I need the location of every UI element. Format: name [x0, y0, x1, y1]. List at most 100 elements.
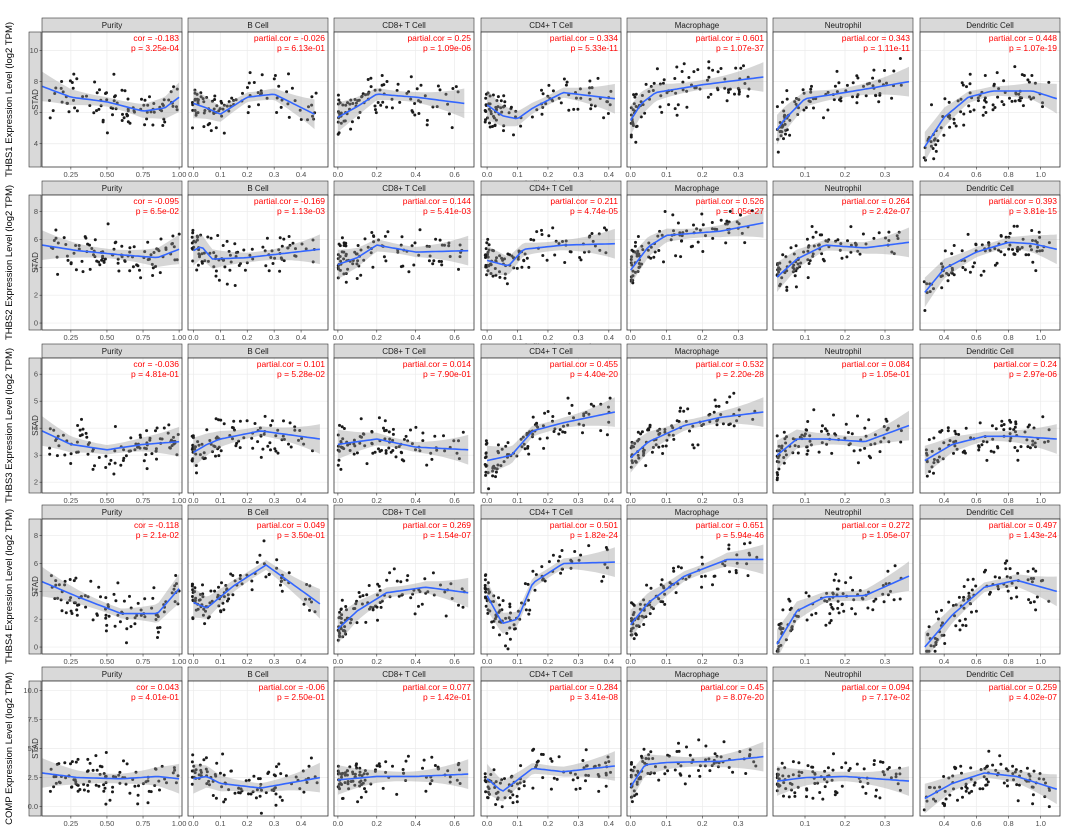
- scatter-point: [496, 105, 500, 109]
- scatter-point: [395, 89, 399, 92]
- scatter-point: [263, 249, 267, 253]
- row-ylabel-thbs1: THBS1 Expression Level (log2 TPM): [4, 22, 15, 177]
- scatter-point: [248, 71, 252, 75]
- scatter-point: [946, 429, 950, 433]
- scatter-point: [776, 150, 780, 154]
- scatter-point: [149, 110, 153, 114]
- scatter-point: [340, 598, 344, 602]
- scatter-point: [832, 578, 836, 582]
- x-tick-label: 0.2: [543, 496, 553, 505]
- scatter-point: [837, 579, 841, 583]
- p-value-label: p = 1.43e-24: [1009, 530, 1057, 540]
- scatter-point: [634, 140, 638, 144]
- scatter-point: [118, 620, 122, 624]
- scatter-point: [943, 804, 946, 808]
- scatter-point: [587, 544, 591, 548]
- scatter-point: [209, 236, 213, 240]
- scatter-point: [503, 100, 507, 104]
- scatter-point: [892, 598, 896, 602]
- x-tick-label: 0.0: [333, 496, 343, 505]
- scatter-point: [697, 738, 701, 742]
- scatter-point: [172, 245, 176, 249]
- scatter-point: [977, 444, 981, 448]
- scatter-point: [643, 111, 647, 115]
- scatter-point: [391, 427, 395, 431]
- scatter-point: [964, 426, 968, 430]
- scatter-point: [541, 92, 545, 96]
- scatter-point: [697, 769, 700, 772]
- scatter-point: [696, 443, 700, 447]
- scatter-point: [461, 430, 465, 434]
- scatter-point: [243, 268, 247, 272]
- scatter-point: [51, 109, 55, 113]
- scatter-point: [195, 238, 199, 242]
- x-tick-label: 0.0: [482, 657, 492, 666]
- scatter-point: [1003, 253, 1007, 257]
- scatter-point: [191, 582, 195, 586]
- scatter-point: [126, 97, 130, 101]
- scatter-point: [812, 106, 815, 110]
- strip-title: Macrophage: [675, 184, 720, 193]
- scatter-point: [69, 609, 73, 613]
- scatter-point: [1015, 249, 1019, 253]
- scatter-point: [929, 144, 933, 148]
- scatter-point: [967, 791, 971, 795]
- scatter-point: [515, 794, 519, 798]
- scatter-point: [535, 421, 539, 425]
- scatter-point: [1017, 92, 1021, 96]
- scatter-point: [578, 87, 582, 91]
- scatter-point: [104, 466, 108, 469]
- x-tick-label: 0.0: [188, 496, 198, 505]
- scatter-point: [531, 786, 535, 790]
- scatter-point: [152, 102, 156, 105]
- scatter-point: [867, 418, 871, 422]
- scatter-point: [541, 254, 545, 257]
- scatter-point: [743, 241, 747, 245]
- scatter-point: [60, 80, 64, 83]
- scatter-point: [961, 266, 965, 269]
- scatter-point: [533, 588, 537, 592]
- scatter-point: [557, 755, 561, 759]
- scatter-point: [94, 783, 98, 787]
- scatter-point: [65, 601, 69, 605]
- scatter-point: [814, 230, 818, 234]
- scatter-point: [590, 86, 594, 90]
- strip-title: CD4+ T Cell: [529, 347, 573, 356]
- scatter-point: [541, 753, 545, 756]
- scatter-point: [733, 92, 736, 96]
- scatter-point: [133, 622, 137, 626]
- scatter-point: [238, 446, 242, 450]
- scatter-point: [205, 428, 209, 432]
- scatter-point: [584, 779, 587, 783]
- scatter-point: [112, 592, 116, 596]
- scatter-point: [744, 772, 748, 775]
- scatter-point: [977, 448, 981, 452]
- x-tick-label: 0.3: [733, 657, 743, 666]
- scatter-point: [191, 434, 195, 438]
- x-tick-label: 0.3: [880, 496, 890, 505]
- scatter-point: [742, 64, 745, 68]
- scatter-point: [95, 109, 98, 113]
- scatter-points: [336, 74, 460, 136]
- scatter-point: [425, 118, 429, 122]
- scatter-point: [282, 237, 286, 241]
- scatter-point: [833, 84, 837, 88]
- scatter-point: [1010, 99, 1014, 103]
- scatter-point: [231, 593, 235, 597]
- scatter-point: [71, 86, 75, 90]
- scatter-point: [156, 626, 160, 630]
- scatter-point: [963, 617, 967, 621]
- x-tick-label: 0.25: [64, 819, 79, 827]
- scatter-point: [388, 571, 392, 575]
- scatter-point: [850, 432, 854, 436]
- scatter-point: [125, 627, 129, 631]
- x-tick-label: 0.50: [100, 819, 115, 827]
- scatter-point: [293, 99, 297, 103]
- scatter-point: [546, 410, 550, 413]
- scatter-point: [1031, 567, 1035, 571]
- scatter-point: [383, 419, 387, 423]
- scatter-point: [996, 95, 1000, 99]
- scatter-point: [781, 100, 784, 104]
